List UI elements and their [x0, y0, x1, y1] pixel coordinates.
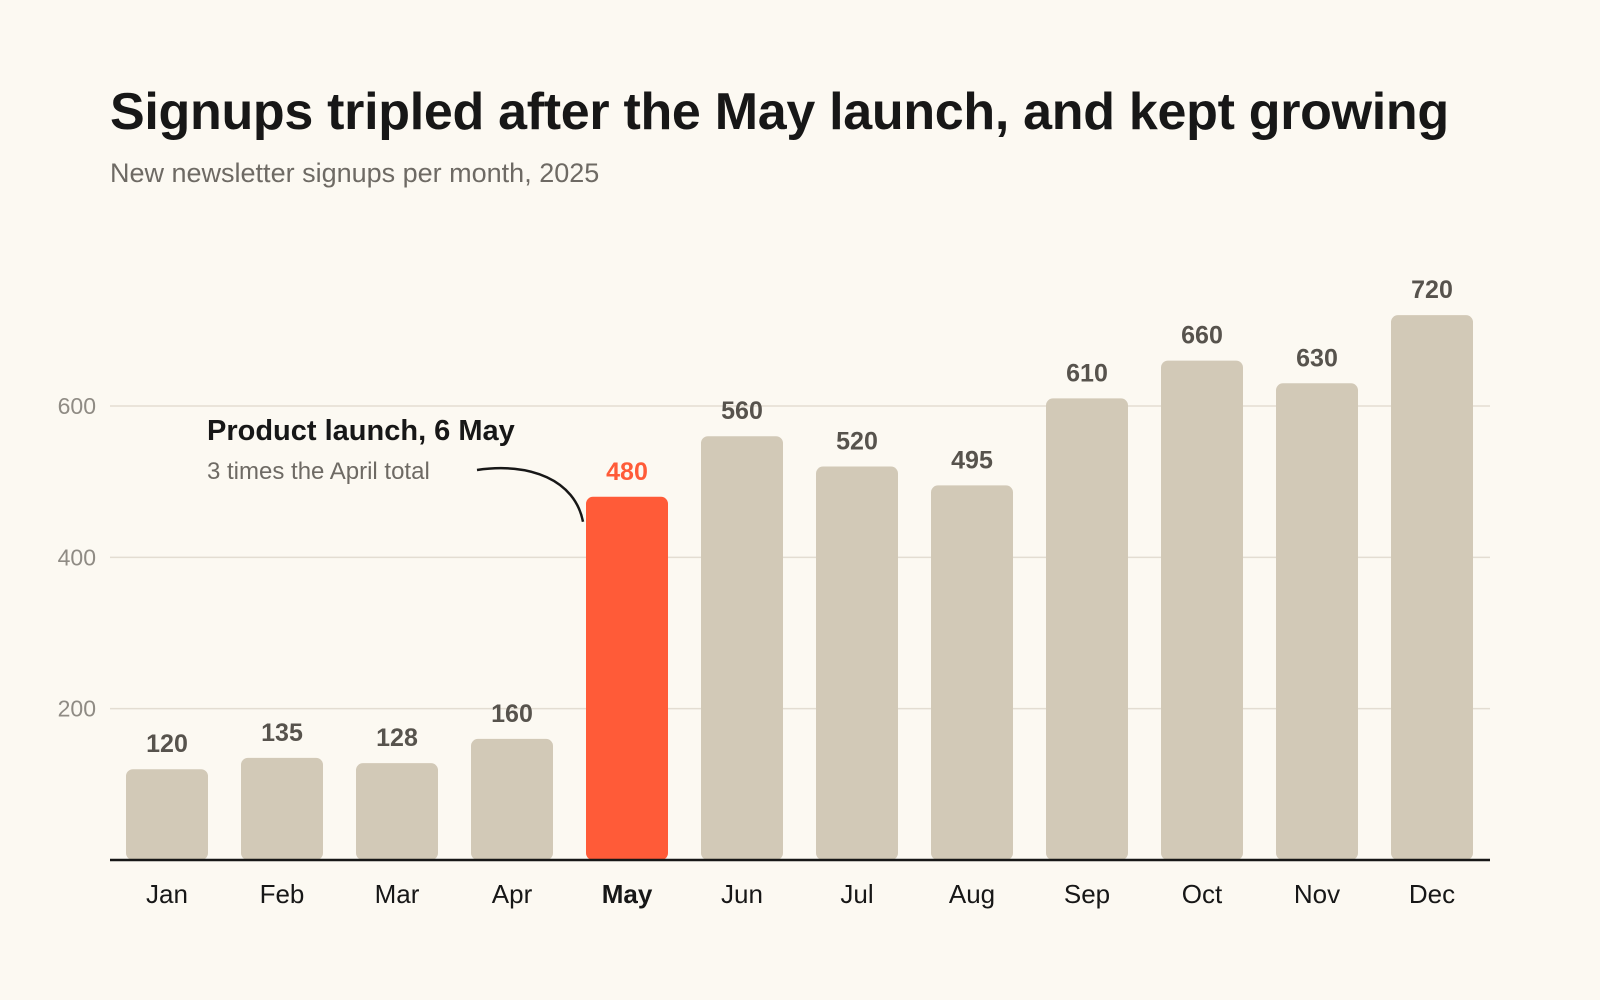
bar-apr: [471, 738, 553, 860]
value-label-apr: 160: [491, 700, 533, 728]
value-label-nov: 630: [1296, 344, 1338, 372]
annotation-connector: [476, 466, 585, 523]
value-label-oct: 660: [1181, 322, 1223, 350]
annotation-text: 3 times the April total: [207, 458, 430, 485]
gridlines: [110, 405, 1490, 710]
x-tick-label-jan: Jan: [146, 879, 188, 909]
y-tick-label-200: 200: [58, 696, 96, 722]
value-label-jul: 520: [836, 428, 878, 456]
y-tick-label-400: 400: [58, 544, 96, 570]
value-label-dec: 720: [1411, 276, 1453, 304]
bar-sep: [1046, 398, 1128, 860]
y-tick-label-600: 600: [58, 393, 96, 419]
x-tick-label-mar: Mar: [375, 879, 420, 909]
x-tick-label-jul: Jul: [840, 879, 873, 909]
x-tick-label-oct: Oct: [1182, 879, 1223, 909]
bar-may: [586, 496, 668, 860]
value-label-jun: 560: [721, 397, 763, 425]
bar-oct: [1161, 360, 1243, 860]
annotation-title: Product launch, 6 May: [207, 415, 515, 447]
chart-title: Signups tripled after the May launch, an…: [110, 83, 1449, 141]
value-label-aug: 495: [951, 446, 993, 474]
x-tick-label-apr: Apr: [492, 879, 533, 909]
value-label-mar: 128: [376, 724, 418, 752]
bar-mar: [356, 763, 438, 860]
chart-subtitle: New newsletter signups per month, 2025: [110, 158, 600, 188]
bars: [126, 315, 1473, 860]
value-label-jan: 120: [146, 730, 188, 758]
y-axis-ticks: 200 400 600: [58, 393, 96, 722]
x-tick-label-jun: Jun: [721, 879, 763, 909]
x-axis-ticks: Jan Feb Mar Apr May Jun Jul Aug Sep Oct Nov Dec: [146, 879, 1455, 909]
bar-dec: [1391, 315, 1473, 860]
bar-feb: [241, 757, 323, 860]
bar-aug: [931, 485, 1013, 860]
launch-annotation: Product launch, 6 May 3 times the April …: [207, 415, 585, 523]
x-tick-label-may: May: [602, 879, 653, 909]
x-tick-label-sep: Sep: [1064, 879, 1110, 909]
value-label-feb: 135: [261, 719, 303, 747]
bar-jan: [126, 769, 208, 860]
x-tick-label-dec: Dec: [1409, 879, 1455, 909]
value-label-sep: 610: [1066, 359, 1108, 387]
x-tick-label-aug: Aug: [949, 879, 995, 909]
bar-jul: [816, 466, 898, 860]
bar-nov: [1276, 383, 1358, 860]
value-label-may: 480: [606, 458, 648, 486]
x-tick-label-nov: Nov: [1294, 879, 1340, 909]
bar-jun: [701, 436, 783, 860]
x-tick-label-feb: Feb: [260, 879, 305, 909]
value-labels: 120 135 128 160 480 560 520 495 610 660 630 720: [146, 276, 1453, 758]
